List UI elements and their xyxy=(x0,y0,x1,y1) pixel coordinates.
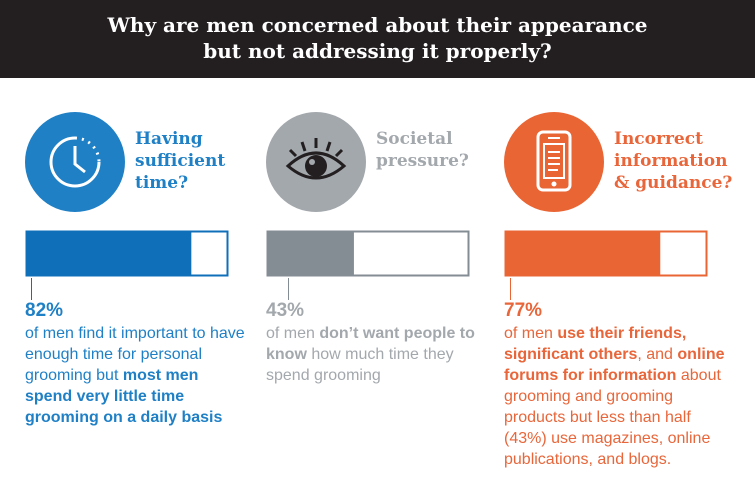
panel: Incorrect information & guidance? 77% of m… xyxy=(504,108,744,504)
bold-text: don’t want people to know xyxy=(266,325,475,363)
heading-line: sufficient xyxy=(135,151,226,171)
heading-line: time? xyxy=(135,173,189,193)
heading: Incorrect information & guidance? xyxy=(614,128,732,194)
clock-icon xyxy=(25,112,125,212)
heading: Having sufficient time? xyxy=(135,128,225,194)
bar-chart xyxy=(504,230,708,277)
percent: 82% xyxy=(25,300,64,321)
text: about grooming and grooming products but… xyxy=(504,367,721,468)
bold-text: use their friends, significant others xyxy=(504,325,687,363)
percent: 77% xyxy=(504,300,543,321)
panel: Societal pressure? 43% of men don’t want … xyxy=(266,108,506,504)
text: , and xyxy=(637,346,678,363)
header: Why are men concerned about their appear… xyxy=(0,0,755,78)
eye-icon xyxy=(266,112,366,212)
description: of men find it important to have enough … xyxy=(25,323,247,428)
text: of men xyxy=(266,325,320,342)
title-line: Why are men concerned about their appear… xyxy=(107,13,648,37)
description: of men don’t want people to know how muc… xyxy=(266,323,488,386)
heading-line: information xyxy=(614,151,728,171)
bar-chart xyxy=(25,230,229,277)
bar-fill xyxy=(267,231,354,276)
connector xyxy=(510,278,511,300)
heading-line: Societal xyxy=(376,129,453,149)
bar-chart xyxy=(266,230,470,277)
description: of men use their friends, significant ot… xyxy=(504,323,726,470)
panel: Having sufficient time? 82% of men find it… xyxy=(25,108,265,504)
bold-text: most men spend very little time grooming… xyxy=(25,367,223,426)
connector xyxy=(31,278,32,300)
text: of men find it important to have enough … xyxy=(25,325,245,384)
heading-line: pressure? xyxy=(376,151,469,171)
heading: Societal pressure? xyxy=(376,128,469,172)
bar-fill xyxy=(505,231,661,276)
text: of men xyxy=(504,325,558,342)
heading-line: Having xyxy=(135,129,203,149)
title-line: but not addressing it properly? xyxy=(203,39,552,63)
bar-fill xyxy=(26,231,192,276)
heading-line: & guidance? xyxy=(614,173,733,193)
phone-icon xyxy=(504,112,604,212)
heading-line: Incorrect xyxy=(614,129,703,149)
connector xyxy=(288,278,289,300)
text: how much time they spend grooming xyxy=(266,346,454,384)
percent: 43% xyxy=(266,300,305,321)
bold-text: online forums for information xyxy=(504,346,725,384)
